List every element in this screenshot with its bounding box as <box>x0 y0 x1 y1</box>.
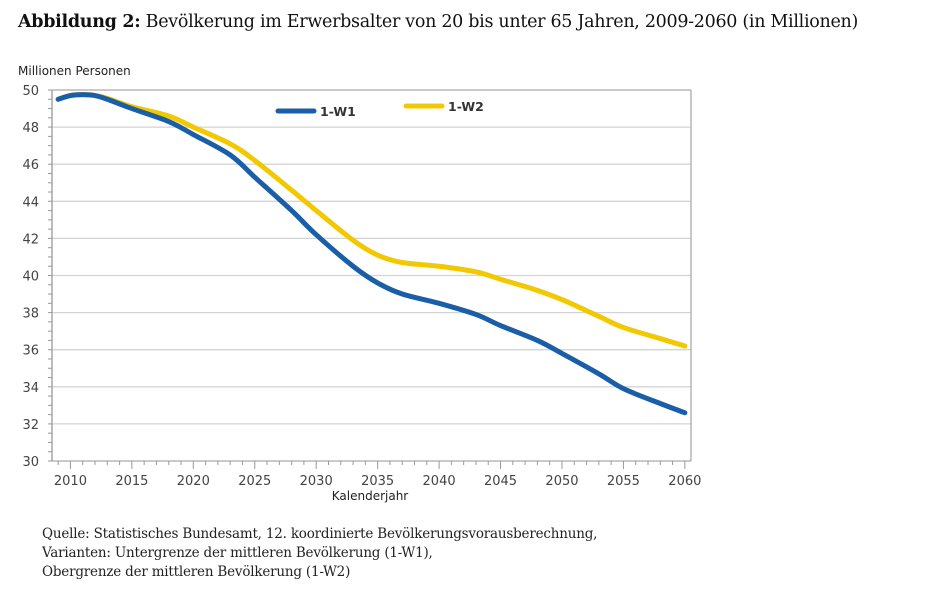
source-line: Obergrenze der mittleren Bevölkerung (1-… <box>42 564 351 580</box>
x-tick-label: 2040 <box>423 474 456 489</box>
series-line-1-W1 <box>55 92 688 416</box>
y-tick-label: 36 <box>22 344 39 359</box>
y-tick-label: 32 <box>22 418 39 433</box>
legend-label: 1-W1 <box>320 104 356 119</box>
x-tick-label: 2045 <box>484 474 517 489</box>
x-tick-label: 2050 <box>545 474 578 489</box>
figure-title-text: Bevölkerung im Erwerbsalter von 20 bis u… <box>145 12 859 32</box>
source-line: Quelle: Statistisches Bundesamt, 12. koo… <box>42 526 598 542</box>
series-line-1-W2 <box>55 92 688 349</box>
y-tick-label: 46 <box>22 158 39 173</box>
x-tick-label: 2030 <box>300 474 333 489</box>
y-tick-label: 38 <box>22 307 39 322</box>
y-tick-label: 44 <box>22 195 39 210</box>
y-tick-label: 42 <box>22 232 39 247</box>
x-tick-label: 2020 <box>177 474 210 489</box>
x-tick-label: 2010 <box>54 474 87 489</box>
figure-title: Abbildung 2: Bevölkerung im Erwerbsalter… <box>18 12 858 32</box>
source-line: Varianten: Untergrenze der mittleren Bev… <box>42 545 433 561</box>
legend-label: 1-W2 <box>448 99 484 114</box>
source-note: Quelle: Statistisches Bundesamt, 12. koo… <box>42 525 597 582</box>
y-tick-label: 48 <box>22 121 39 136</box>
y-tick-label: 34 <box>22 381 39 396</box>
y-axis-label: Millionen Personen <box>18 64 131 78</box>
x-tick-label: 2015 <box>115 474 148 489</box>
x-tick-label: 2025 <box>238 474 271 489</box>
y-tick-label: 40 <box>22 270 39 285</box>
x-tick-label: 2055 <box>607 474 640 489</box>
x-tick-label: 2035 <box>361 474 394 489</box>
y-tick-label: 50 <box>22 84 39 99</box>
figure-number: Abbildung 2: <box>18 12 141 32</box>
x-tick-label: 2060 <box>668 474 701 489</box>
x-axis-label: Kalenderjahr <box>332 489 409 503</box>
line-chart: Millionen Personen Kalenderjahr 30 32 34 36… <box>18 64 701 503</box>
y-tick-label: 30 <box>22 455 39 470</box>
